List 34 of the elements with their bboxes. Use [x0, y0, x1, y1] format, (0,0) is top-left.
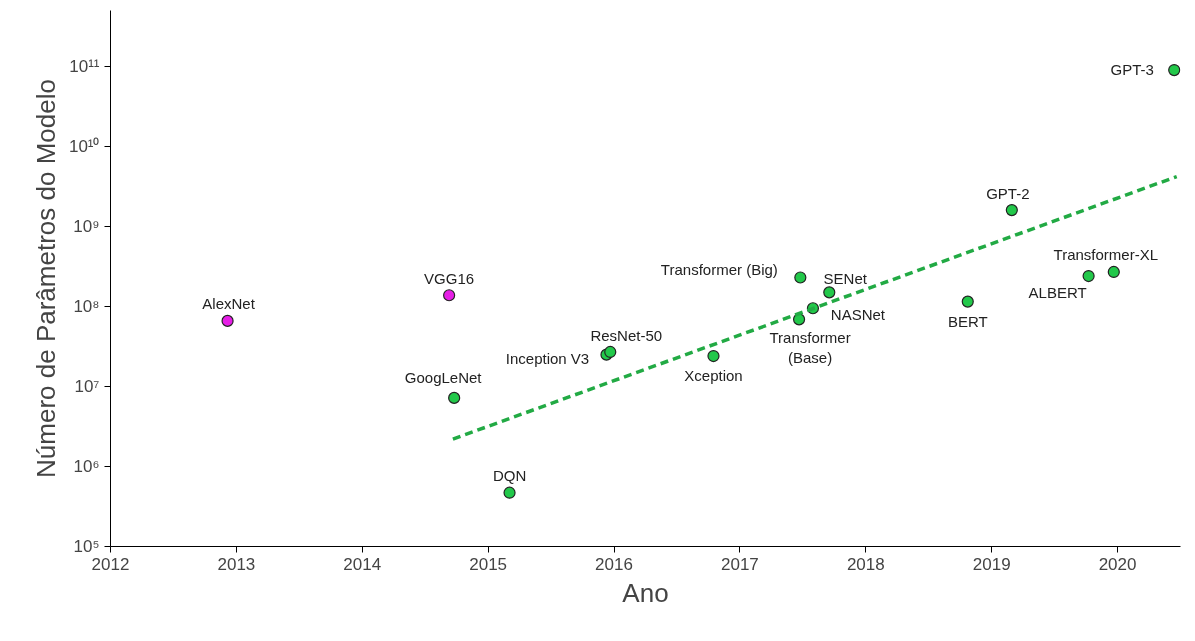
y-tick-label: 10⁹	[73, 216, 100, 236]
annotation: Transformer (Big)	[660, 261, 778, 279]
x-tick-label: 2014	[343, 554, 382, 574]
annotation: GPT-3	[1110, 60, 1154, 78]
x-tick-label: 2020	[1098, 554, 1137, 574]
annotation: Inception V3	[505, 350, 590, 368]
annotation: AlexNet	[202, 295, 256, 313]
annotation: Transformer (Base)	[769, 328, 851, 367]
annotation: NASNet	[830, 305, 886, 323]
annotation: SENet	[823, 269, 868, 287]
y-tick-label: 10⁸	[73, 296, 100, 316]
annotation: BERT	[947, 313, 988, 331]
annotation: Transformer-XL	[1053, 246, 1159, 264]
y-tick-label: 10⁵	[73, 537, 100, 556]
y-tick-label: 10⁶	[73, 456, 100, 476]
y-tick-label: 10¹⁰	[68, 136, 100, 156]
annotation: GPT-2	[986, 184, 1030, 202]
annotation: DQN	[492, 467, 527, 485]
x-tick-label: 2015	[469, 554, 508, 574]
y-axis-title: Número de Parâmetros do Modelo	[30, 79, 61, 478]
y-tick-label: 10⁷	[74, 376, 100, 396]
x-tick-label: 2016	[595, 554, 633, 574]
x-tick-label: 2017	[721, 554, 759, 574]
annotation: VGG16	[424, 269, 475, 287]
annotation: Xception	[684, 366, 743, 384]
y-tick-label: 10¹¹	[69, 56, 100, 76]
x-axis-title: Ano	[622, 577, 669, 608]
annotation: GoogLeNet	[404, 369, 483, 387]
x-tick-label: 2013	[217, 554, 256, 574]
annotation: ResNet-50	[590, 327, 663, 345]
x-tick-label: 2018	[846, 554, 885, 574]
annotation: ALBERT	[1028, 283, 1087, 301]
x-tick-label: 2012	[91, 554, 130, 574]
x-tick-label: 2019	[972, 554, 1011, 574]
